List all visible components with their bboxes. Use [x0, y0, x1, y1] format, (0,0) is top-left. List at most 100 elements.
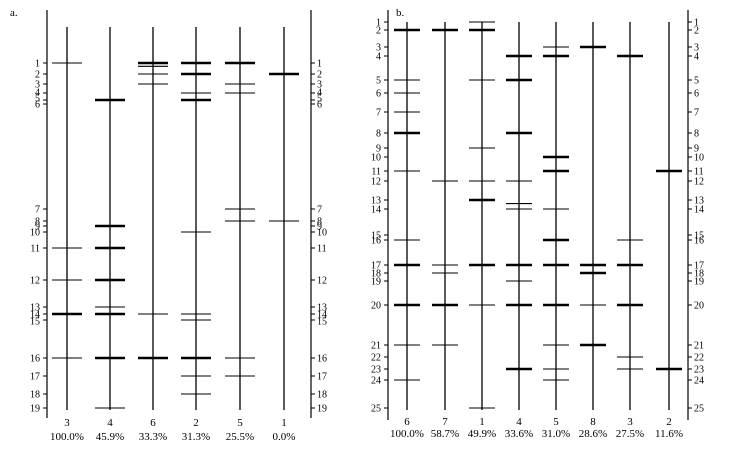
lane-name: 2: [666, 416, 672, 428]
lane-percent: 31.3%: [182, 431, 210, 443]
right-ruler-label: 16: [694, 236, 704, 247]
left-ruler-label: 11: [30, 244, 40, 255]
panel-label: b.: [396, 7, 405, 19]
left-ruler-label: 10: [371, 153, 381, 164]
left-ruler-label: 12: [371, 177, 381, 188]
lane-percent: 33.6%: [505, 428, 533, 440]
right-ruler-label: 17: [694, 261, 704, 272]
right-ruler-label: 10: [694, 153, 704, 164]
left-ruler-label: 6: [376, 89, 381, 100]
right-ruler-label: 19: [694, 277, 704, 288]
lane-name: 4: [107, 417, 113, 429]
right-ruler-label: 11: [317, 244, 327, 255]
left-ruler-label: 8: [35, 217, 40, 228]
left-ruler-label: 3: [35, 80, 40, 91]
lane-percent: 100.0%: [50, 431, 84, 443]
lane-percent: 49.9%: [468, 428, 496, 440]
lane-name: 6: [150, 417, 156, 429]
left-ruler-label: 23: [371, 365, 381, 376]
right-ruler-label: 12: [694, 177, 704, 188]
lane-percent: 33.3%: [139, 431, 167, 443]
right-ruler-label: 14: [317, 310, 327, 321]
right-ruler-label: 17: [317, 372, 327, 383]
right-ruler-label: 23: [694, 365, 704, 376]
left-ruler-label: 7: [35, 205, 40, 216]
right-ruler-label: 10: [317, 228, 327, 239]
left-ruler-label: 2: [376, 26, 381, 37]
right-ruler-label: 14: [694, 205, 704, 216]
right-ruler-label: 5: [694, 76, 699, 87]
right-ruler-label: 7: [317, 205, 322, 216]
left-ruler-label: 24: [371, 376, 381, 387]
left-ruler-label: 16: [30, 354, 40, 365]
left-ruler-label: 15: [30, 317, 40, 328]
left-ruler-label: 8: [376, 129, 381, 140]
lane-name: 6: [404, 416, 410, 428]
right-ruler-label: 15: [317, 317, 327, 328]
left-ruler-label: 15: [371, 231, 381, 242]
right-ruler-label: 3: [317, 80, 322, 91]
lane-name: 1: [281, 417, 287, 429]
left-ruler-label: 5: [35, 94, 40, 105]
lane-percent: 28.6%: [579, 428, 607, 440]
left-ruler-label: 6: [35, 100, 40, 111]
left-ruler-label: 3: [376, 43, 381, 54]
right-ruler-label: 9: [694, 144, 699, 155]
left-ruler-label: 19: [30, 404, 40, 415]
left-ruler-label: 20: [371, 301, 381, 312]
right-ruler-label: 20: [694, 301, 704, 312]
right-ruler-label: 2: [317, 70, 322, 81]
right-ruler-label: 16: [317, 354, 327, 365]
left-ruler-label: 17: [371, 261, 381, 272]
right-ruler-label: 1: [317, 59, 322, 70]
lane-name: 7: [442, 416, 448, 428]
lane-name: 1: [479, 416, 485, 428]
right-ruler-label: 6: [317, 100, 322, 111]
lane-name: 4: [516, 416, 522, 428]
lane-name: 5: [553, 416, 559, 428]
right-ruler-label: 11: [694, 167, 704, 178]
lane-percent: 58.7%: [431, 428, 459, 440]
lane-name: 2: [193, 417, 199, 429]
left-ruler-label: 22: [371, 353, 381, 364]
right-ruler-label: 15: [694, 231, 704, 242]
lane-percent: 45.9%: [96, 431, 124, 443]
left-ruler-label: 11: [371, 167, 381, 178]
left-ruler-label: 17: [30, 372, 40, 383]
right-ruler-label: 4: [694, 52, 699, 63]
left-ruler-label: 9: [376, 144, 381, 155]
left-ruler-label: 2: [35, 70, 40, 81]
panel-label: a.: [10, 7, 18, 19]
right-ruler-label: 12: [317, 276, 327, 287]
left-ruler-label: 16: [371, 236, 381, 247]
right-ruler-label: 9: [317, 222, 322, 233]
lane-percent: 25.5%: [226, 431, 254, 443]
left-ruler-label: 1: [35, 59, 40, 70]
lane-percent: 11.6%: [655, 428, 683, 440]
right-ruler-label: 2: [694, 26, 699, 37]
left-ruler-label: 12: [30, 276, 40, 287]
right-ruler-label: 5: [317, 94, 322, 105]
right-ruler-label: 7: [694, 108, 699, 119]
right-ruler-label: 8: [694, 129, 699, 140]
left-ruler-label: 18: [30, 390, 40, 401]
left-ruler-label: 7: [376, 108, 381, 119]
right-ruler-label: 13: [694, 196, 704, 207]
lane-percent: 100.0%: [390, 428, 424, 440]
lane-name: 3: [627, 416, 633, 428]
left-ruler-label: 4: [376, 52, 381, 63]
lane-name: 3: [64, 417, 70, 429]
left-ruler-label: 14: [30, 310, 40, 321]
right-ruler-label: 6: [694, 89, 699, 100]
panel-a: a.12345678910111213141516171819123456789…: [10, 7, 327, 443]
lane-percent: 31.0%: [542, 428, 570, 440]
right-ruler-label: 18: [317, 390, 327, 401]
left-ruler-label: 1: [376, 18, 381, 29]
right-ruler-label: 25: [694, 404, 704, 415]
left-ruler-label: 21: [371, 341, 381, 352]
right-ruler-label: 8: [317, 217, 322, 228]
left-ruler-label: 9: [35, 222, 40, 233]
right-ruler-label: 21: [694, 341, 704, 352]
left-ruler-label: 13: [371, 196, 381, 207]
